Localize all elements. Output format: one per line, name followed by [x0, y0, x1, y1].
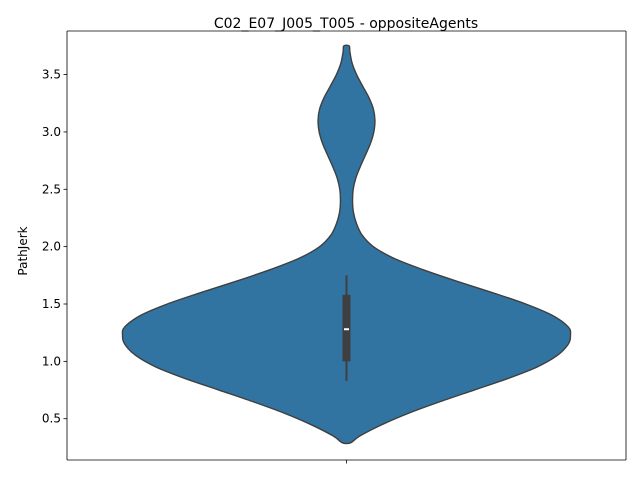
- y-tick-label: 3.5: [42, 68, 61, 82]
- violin-layer: [121, 44, 572, 445]
- y-tick-label: 3.0: [42, 125, 61, 139]
- y-tick-label: 1.5: [42, 297, 61, 311]
- iqr-box: [342, 294, 351, 362]
- y-tick-label: 2.0: [42, 240, 61, 254]
- y-tick-label: 0.5: [42, 412, 61, 426]
- violin-body-0: [121, 44, 572, 445]
- y-tick-label: 2.5: [42, 182, 61, 196]
- y-axis-label: PathJerk: [16, 226, 30, 275]
- chart-title: C02_E07_J005_T005 - oppositeAgents: [214, 16, 478, 32]
- axes-layer: 0.5 1.0 1.5 2.0 2.5 3.0 3.5: [42, 30, 627, 464]
- y-tick-label: 1.0: [42, 354, 61, 368]
- box-layer: [342, 275, 351, 381]
